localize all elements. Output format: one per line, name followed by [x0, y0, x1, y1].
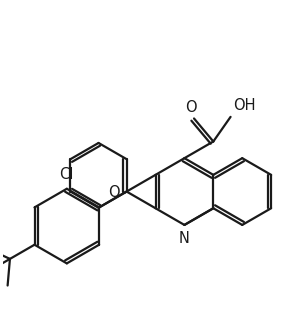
Text: OH: OH	[233, 98, 256, 113]
Text: Cl: Cl	[59, 167, 74, 182]
Text: O: O	[109, 185, 120, 200]
Text: O: O	[185, 99, 197, 115]
Text: N: N	[179, 231, 190, 246]
